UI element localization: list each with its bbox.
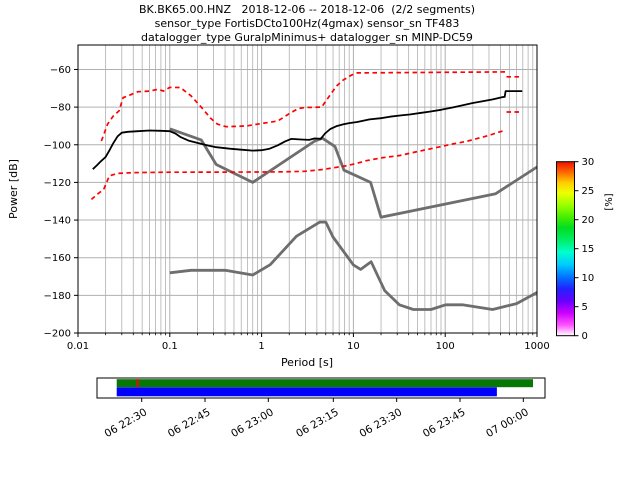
timeline-bar-data-coverage <box>116 379 533 388</box>
colorbar-tick-label: 10 <box>582 273 595 284</box>
y-tick-label: −100 <box>44 140 71 151</box>
timeline-tick-label: 06 23:00 <box>229 406 276 440</box>
colorbar-tick-label: 5 <box>582 302 588 313</box>
timeline-tick-label: 06 22:45 <box>166 406 213 440</box>
series-percentile-upper <box>100 71 506 142</box>
y-tick-label: −140 <box>44 216 71 227</box>
x-tick-label: 0.1 <box>162 341 178 352</box>
series-noise-model-nlnm <box>169 220 537 311</box>
timeline-gap-marker <box>136 379 139 388</box>
timeline-tick-label: 06 23:30 <box>357 406 404 440</box>
title-line-1: BK.BK65.00.HNZ 2018-12-06 -- 2018-12-06 … <box>139 3 475 16</box>
y-tick-label: −120 <box>44 178 71 189</box>
colorbar <box>556 161 575 337</box>
timeline-coverage: 06 22:30 06 22:45 06 23:00 06 23:15 06 23:30… <box>96 377 546 440</box>
timeline-tick-label: 06 22:30 <box>103 406 150 440</box>
colorbar-tick-label: 20 <box>582 215 595 226</box>
x-axis-ticks: 0.01 0.1 1 10 100 1000 <box>67 333 550 352</box>
x-tick-label: 1000 <box>524 341 549 352</box>
x-tick-label: 100 <box>436 341 455 352</box>
y-tick-label: −80 <box>50 103 71 114</box>
x-tick-label: 10 <box>347 341 360 352</box>
axes-spines <box>77 44 538 334</box>
x-axis-label: Period [s] <box>281 356 333 369</box>
y-tick-label: −200 <box>44 329 71 340</box>
timeline-tick-label: 06 23:45 <box>421 406 468 440</box>
grid-lines <box>77 45 538 334</box>
colorbar-label: [%] <box>604 193 615 210</box>
title-line-3: datalogger_type GuralpMinimus+ datalogge… <box>141 31 473 44</box>
colorbar-tick-label: 25 <box>582 186 595 197</box>
colorbar-tick-label: 15 <box>582 244 595 255</box>
series-noise-model-nhnm <box>169 127 537 219</box>
y-axis-label: Power [dB] <box>7 159 20 219</box>
x-tick-label: 0.01 <box>67 341 89 352</box>
y-tick-label: −180 <box>44 291 71 302</box>
series-percentile-lower <box>90 129 506 201</box>
timeline-bar-processed-segments <box>116 387 497 397</box>
colorbar-tick-label: 0 <box>582 331 588 342</box>
data-series <box>90 71 537 311</box>
title-line-2: sensor_type FortisDCto100Hz(4gmax) senso… <box>155 17 460 30</box>
timeline-tick-label: 07 00:00 <box>484 406 531 440</box>
y-axis-ticks: −60 −80 −100 −120 −140 −160 −180 −200 <box>44 65 78 340</box>
timeline-tick-label: 06 23:15 <box>294 406 341 440</box>
colorbar-tick-label: 30 <box>582 157 595 168</box>
plot-border <box>77 44 538 334</box>
y-tick-label: −160 <box>44 253 71 264</box>
colorbar-ticks: 0 5 10 15 20 25 30 <box>574 157 595 342</box>
series-mode <box>92 90 523 170</box>
x-tick-label: 1 <box>258 341 264 352</box>
y-tick-label: −60 <box>50 65 71 76</box>
